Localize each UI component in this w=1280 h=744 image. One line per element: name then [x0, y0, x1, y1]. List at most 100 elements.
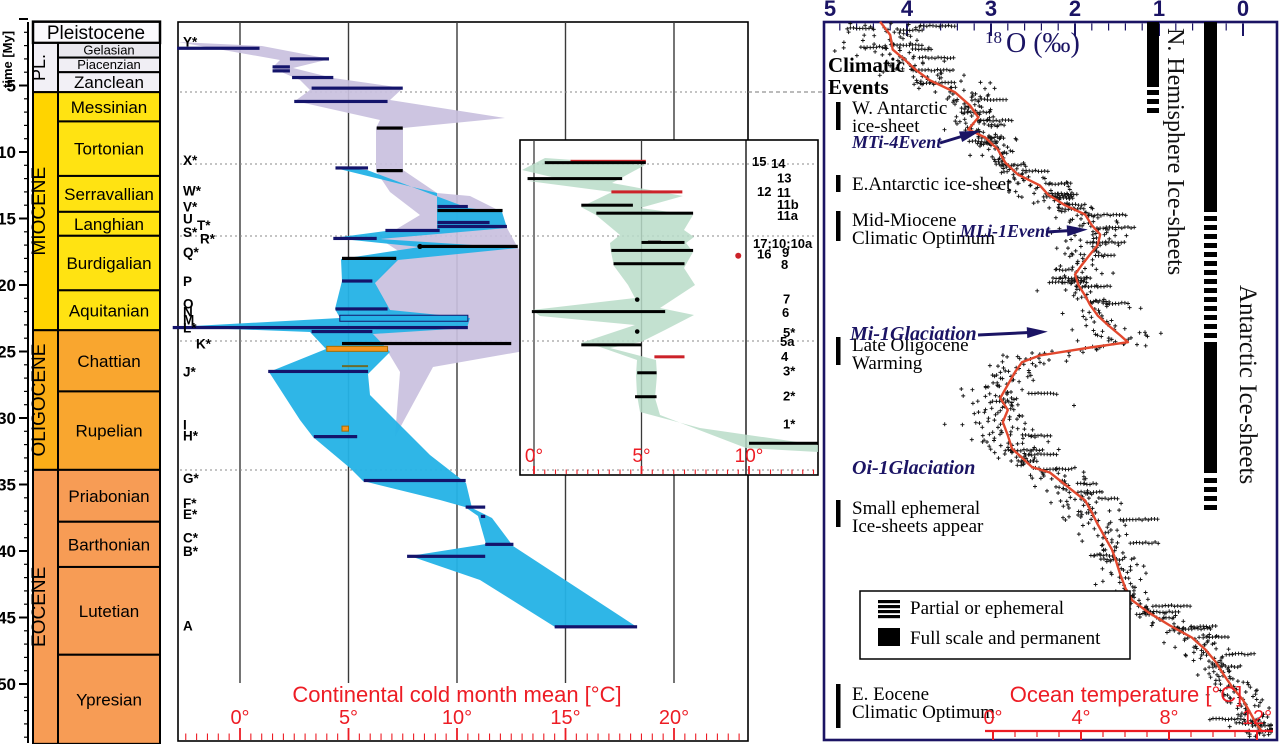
- epoch-label: MIOCENE: [29, 167, 50, 256]
- flora-interval-bar: [177, 46, 260, 50]
- inset-dot: [735, 252, 742, 259]
- time-tick-label: 45: [0, 609, 16, 628]
- locality-letter: Q*: [183, 245, 200, 260]
- strat-box: [57, 289, 161, 332]
- climatic-event-label: ice-sheet: [852, 116, 920, 137]
- antarctic-ice-bar-stripe: [1204, 216, 1217, 221]
- stage-label: Rupelian: [75, 422, 142, 441]
- strat-box: [57, 653, 161, 744]
- flora-interval-bar: [385, 228, 440, 233]
- flora-interval-bar: [465, 505, 486, 509]
- locality-letter: H*: [183, 428, 199, 443]
- strat-box: [57, 565, 161, 656]
- stage-label: Serravallian: [64, 185, 154, 204]
- antarctic-ice-bar-stripe: [1204, 270, 1217, 275]
- climatic-event-label: Ice-sheets appear: [852, 516, 984, 537]
- inset-number-label: 16: [757, 246, 771, 261]
- event-arrow-head: [1026, 327, 1048, 339]
- inset-axis-tick-label: 0°: [525, 446, 543, 467]
- inset-number-label: 6: [782, 305, 789, 320]
- flora-interval-bar: [339, 314, 469, 322]
- legend-striped-icon: [878, 605, 900, 609]
- legend-box: [859, 590, 1131, 660]
- flora-interval-bar: [341, 425, 349, 432]
- inset-number-label: 1*: [783, 417, 796, 432]
- o18-tick-label: 5: [824, 0, 836, 21]
- flora-interval-bar: [376, 169, 403, 173]
- cold-axis-tick-label: 0°: [230, 707, 249, 729]
- cold-axis-tick-label: 15°: [550, 707, 580, 729]
- flora-interval-bar: [437, 204, 468, 209]
- flora-interval-bar: [554, 625, 638, 629]
- inset-interval-bar: [581, 203, 633, 207]
- flora-interval-bar: [335, 307, 388, 311]
- stage-label: Tortonian: [74, 140, 144, 159]
- antarctic-ice-bar-stripe: [1204, 306, 1217, 311]
- locality-letter: T*: [197, 218, 211, 233]
- antarctic-ice-bar-stripe: [1204, 225, 1217, 230]
- legend-striped-icon: [878, 615, 900, 619]
- climatic-event-label: E. Eocene: [852, 684, 929, 705]
- inset-interval-bar: [581, 343, 642, 347]
- inset-interval-bar: [749, 441, 818, 445]
- cold-axis-tick-label: 20°: [659, 707, 689, 729]
- locality-letter: V*: [183, 200, 198, 215]
- antarctic-ice-bar-stripe: [1204, 261, 1217, 266]
- flora-interval-bar: [480, 514, 486, 519]
- locality-letter: Y*: [183, 35, 198, 50]
- flora-interval-bar: [272, 65, 290, 69]
- inset-dot: [634, 297, 640, 302]
- antarctic-ice-bar-stripe: [1204, 487, 1217, 492]
- flora-interval-bar: [341, 341, 512, 346]
- climatic-event-label: Climatic Optimum: [852, 228, 995, 249]
- flora-interval-bar: [326, 345, 389, 352]
- inset-number-label: 3*: [783, 363, 796, 378]
- stage-label: Barthonian: [68, 535, 150, 554]
- ocean-axis-tick-label: 0°: [983, 707, 1002, 729]
- legend-solid-icon: [878, 628, 900, 646]
- inset-interval-bar: [654, 355, 685, 359]
- n-hemisphere-ice-bar-stripe: [1147, 99, 1159, 104]
- antarctic-ice-bar-stripe: [1204, 297, 1217, 302]
- flora-interval-bar: [341, 365, 369, 368]
- time-tick-label: 20: [0, 276, 16, 295]
- stage-label: Lutetian: [79, 602, 140, 621]
- flora-interval-bar: [313, 435, 358, 439]
- flora-interval-bar: [417, 244, 518, 249]
- climatic-event-label: Late Oligocene: [852, 335, 969, 356]
- epoch-label: OLIGOCENE: [29, 344, 50, 457]
- stage-label: Piacenzian: [77, 57, 141, 72]
- stage-label: Gelasian: [83, 42, 134, 57]
- inset-interval-bar: [613, 262, 685, 266]
- ocean-temperature-axis-title: Ocean temperature [°C]: [1010, 682, 1243, 707]
- strat-box: [57, 120, 161, 177]
- climatic-event-label: Warming: [852, 353, 923, 374]
- stage-label: Zanclean: [74, 73, 144, 92]
- inset-number-label: 4: [781, 349, 789, 364]
- antarctic-ice-bar-stripe: [1204, 324, 1217, 329]
- inset-axis-tick-label: 5°: [632, 446, 650, 467]
- inset-number-label: 15: [752, 154, 766, 169]
- inset-interval-bar: [635, 395, 657, 399]
- locality-letter: W*: [183, 184, 202, 199]
- event-arrow-head: [958, 130, 981, 143]
- flora-interval-bar: [311, 86, 403, 90]
- named-event-label: MTi-4Event: [851, 132, 942, 152]
- inset-interval-bar: [641, 240, 685, 244]
- o18-main: O (‰): [1006, 28, 1080, 59]
- strat-box: [32, 468, 59, 744]
- inset-number-label: 17;10;10a: [753, 236, 813, 251]
- stage-label: Langhian: [74, 215, 144, 234]
- flora-interval-bar: [407, 554, 486, 558]
- climatic-event-label: Mid-Miocene: [852, 210, 956, 231]
- stratigraphic-column: 5 10 15 20 25 30 35 40 45 50 time [My] Pleistocene P…: [0, 18, 162, 744]
- locality-letter: S*: [183, 225, 198, 240]
- event-arrow-head: [1066, 225, 1088, 237]
- locality-letter: G*: [183, 471, 200, 486]
- locality-letter: N: [183, 305, 193, 320]
- o18-tick-label: 0: [1237, 0, 1249, 21]
- flora-interval-bar: [289, 57, 329, 61]
- named-event-label: MLi-1Event: [959, 221, 1051, 241]
